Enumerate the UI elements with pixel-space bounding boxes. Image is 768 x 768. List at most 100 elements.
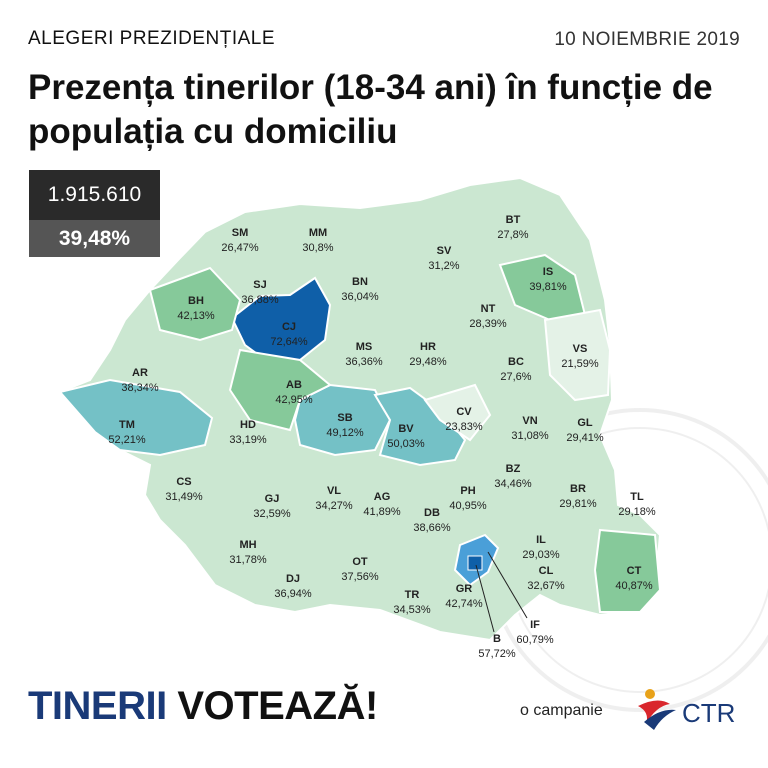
county-code-TL: TL [630, 491, 644, 503]
region-VS [543, 308, 612, 402]
county-code-CL: CL [539, 565, 554, 577]
county-value-AR: 38,34% [121, 382, 159, 394]
campaign-label: o campanie [520, 702, 603, 719]
ctr-logo: CTR [638, 689, 735, 730]
county-value-DJ: 36,94% [274, 588, 312, 600]
county-code-DB: DB [424, 507, 440, 519]
county-value-IL: 29,03% [522, 549, 560, 561]
county-code-BC: BC [508, 356, 524, 368]
logo-dot-icon [645, 689, 655, 699]
county-value-BN: 36,04% [341, 291, 379, 303]
logo-swoosh-blue-icon [644, 709, 676, 730]
region-SB [293, 383, 392, 457]
logo-swoosh-icon [638, 700, 670, 724]
brand-part1: TINERII [28, 684, 167, 728]
county-code-GL: GL [577, 417, 593, 429]
county-value-SB: 49,12% [326, 427, 364, 439]
county-value-VL: 34,27% [315, 500, 353, 512]
county-code-MM: MM [309, 227, 327, 239]
county-code-CS: CS [176, 476, 191, 488]
county-code-B: B [493, 633, 501, 645]
county-value-HD: 33,19% [229, 434, 267, 446]
county-value-NT: 28,39% [469, 318, 507, 330]
county-code-VN: VN [522, 415, 537, 427]
region-CV [423, 383, 492, 442]
region-AB [228, 348, 332, 432]
header-category: ALEGERI PREZIDENȚIALE [28, 28, 276, 49]
county-code-OT: OT [352, 556, 368, 568]
county-value-BH: 42,13% [177, 310, 215, 322]
county-value-IF: 60,79% [516, 634, 554, 646]
county-value-GJ: 32,59% [253, 508, 291, 520]
county-value-HR: 29,48% [409, 356, 447, 368]
county-value-IS: 39,81% [529, 281, 567, 293]
county-value-CT: 40,87% [615, 580, 653, 592]
county-code-TR: TR [405, 589, 420, 601]
county-code-SM: SM [232, 227, 249, 239]
county-value-AG: 41,89% [363, 506, 401, 518]
county-code-VL: VL [327, 485, 341, 497]
county-code-CV: CV [456, 406, 472, 418]
county-code-IL: IL [536, 534, 546, 546]
county-value-CV: 23,83% [445, 421, 483, 433]
campaign-brand: TINERII VOTEAZĂ! [28, 684, 378, 729]
county-value-BZ: 34,46% [494, 478, 532, 490]
region-CT [593, 528, 662, 613]
county-code-IS: IS [543, 266, 553, 278]
county-code-PH: PH [460, 485, 475, 497]
county-code-BV: BV [398, 423, 414, 435]
county-code-HD: HD [240, 419, 256, 431]
summary-total: 1.915.610 [29, 170, 160, 220]
county-value-SJ: 36,88% [241, 294, 279, 306]
county-code-MH: MH [239, 539, 256, 551]
county-value-CS: 31,49% [165, 491, 203, 503]
summary-percent: 39,48% [29, 220, 160, 257]
header-date: 10 NOIEMBRIE 2019 [554, 29, 740, 50]
county-code-AR: AR [132, 367, 148, 379]
region-TM [58, 378, 214, 457]
county-value-OT: 37,56% [341, 571, 379, 583]
leader-line-B [475, 564, 495, 633]
county-value-MM: 30,8% [302, 242, 333, 254]
county-code-GJ: GJ [265, 493, 280, 505]
county-value-GL: 29,41% [566, 432, 604, 444]
county-value-CJ: 72,64% [270, 336, 308, 348]
brand-part2: VOTEAZĂ! [177, 684, 378, 728]
region-BH [148, 266, 242, 342]
county-value-MH: 31,78% [229, 554, 267, 566]
county-code-AG: AG [374, 491, 391, 503]
county-code-HR: HR [420, 341, 436, 353]
county-code-MS: MS [356, 341, 373, 353]
region-BV [373, 386, 467, 467]
county-value-SM: 26,47% [221, 242, 259, 254]
county-value-BV: 50,03% [387, 438, 425, 450]
county-code-AB: AB [286, 379, 302, 391]
county-code-IF: IF [530, 619, 540, 631]
county-code-BZ: BZ [506, 463, 521, 475]
county-value-BC: 27,6% [500, 371, 531, 383]
county-value-AB: 42,95% [275, 394, 313, 406]
county-code-DJ: DJ [286, 573, 300, 585]
county-code-CT: CT [627, 565, 642, 577]
county-value-TM: 52,21% [108, 434, 146, 446]
county-value-TL: 29,18% [618, 506, 656, 518]
leader-line-IF [487, 551, 528, 619]
county-value-DB: 38,66% [413, 522, 451, 534]
county-code-SB: SB [337, 412, 352, 424]
county-value-BR: 29,81% [559, 498, 597, 510]
county-value-VN: 31,08% [511, 430, 549, 442]
county-value-SV: 31,2% [428, 260, 459, 272]
county-code-VS: VS [573, 343, 588, 355]
county-code-GR: GR [456, 583, 473, 595]
county-code-NT: NT [481, 303, 496, 315]
county-code-TM: TM [119, 419, 135, 431]
county-value-TR: 34,53% [393, 604, 431, 616]
county-value-GR: 42,74% [445, 598, 483, 610]
county-value-B: 57,72% [478, 648, 516, 660]
county-code-BH: BH [188, 295, 204, 307]
region-B [467, 555, 483, 571]
county-value-CL: 32,67% [527, 580, 565, 592]
logo-text: CTR [682, 698, 735, 728]
county-code-BR: BR [570, 483, 586, 495]
